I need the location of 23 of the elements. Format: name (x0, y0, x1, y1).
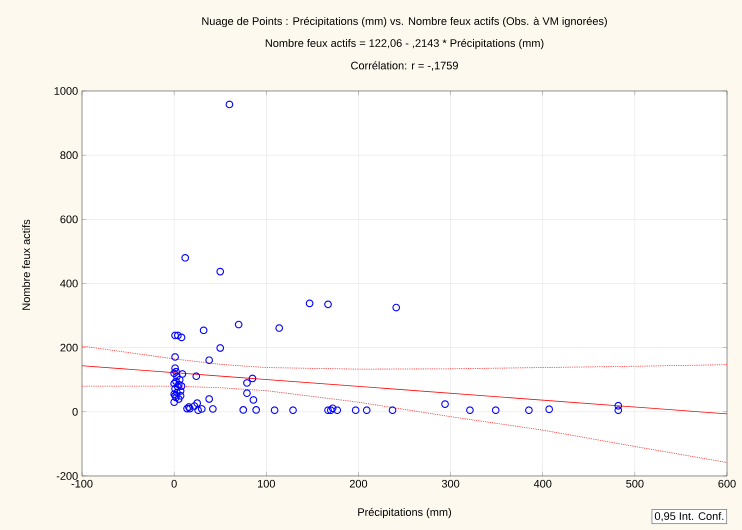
text: 0,95 Int. Conf. (654, 512, 724, 522)
x-tick-label: 200 (350, 480, 368, 488)
x-tick-label: -100 (72, 480, 93, 488)
text: Corrélation: r = -,1759 (351, 61, 458, 71)
x-tick-label: 300 (442, 480, 460, 488)
x-tick-label: 500 (626, 480, 644, 488)
x-tick-label: 0 (172, 480, 177, 488)
line-series (82, 346, 728, 370)
y-tick-label: 400 (60, 280, 78, 288)
x-tick-label: 100 (258, 480, 275, 488)
x-tick-label: 400 (534, 480, 552, 488)
y-axis-title: Nombre feux actifs (22, 220, 30, 310)
line-series (82, 386, 728, 463)
chart-title: Nuage de Points : Précipitations (mm) vs. Nombre feux actifs (Obs. à VM ignorées) (202, 16, 607, 28)
y-tick-label: 600 (60, 215, 78, 224)
x-tick-label: 600 (718, 480, 736, 488)
y-tick-label: -200 (56, 472, 78, 480)
y-tick-label: 1000 (54, 87, 78, 95)
y-tick-label: 200 (60, 344, 78, 352)
y-tick-label: 0 (72, 408, 78, 416)
y-tick-label: 800 (60, 151, 78, 160)
chart-subtitle: Nombre feux actifs = 122,06 - ,2143 * Précipitations (mm) (266, 38, 544, 50)
x-axis-title: Précipitations (mm) (358, 508, 451, 518)
